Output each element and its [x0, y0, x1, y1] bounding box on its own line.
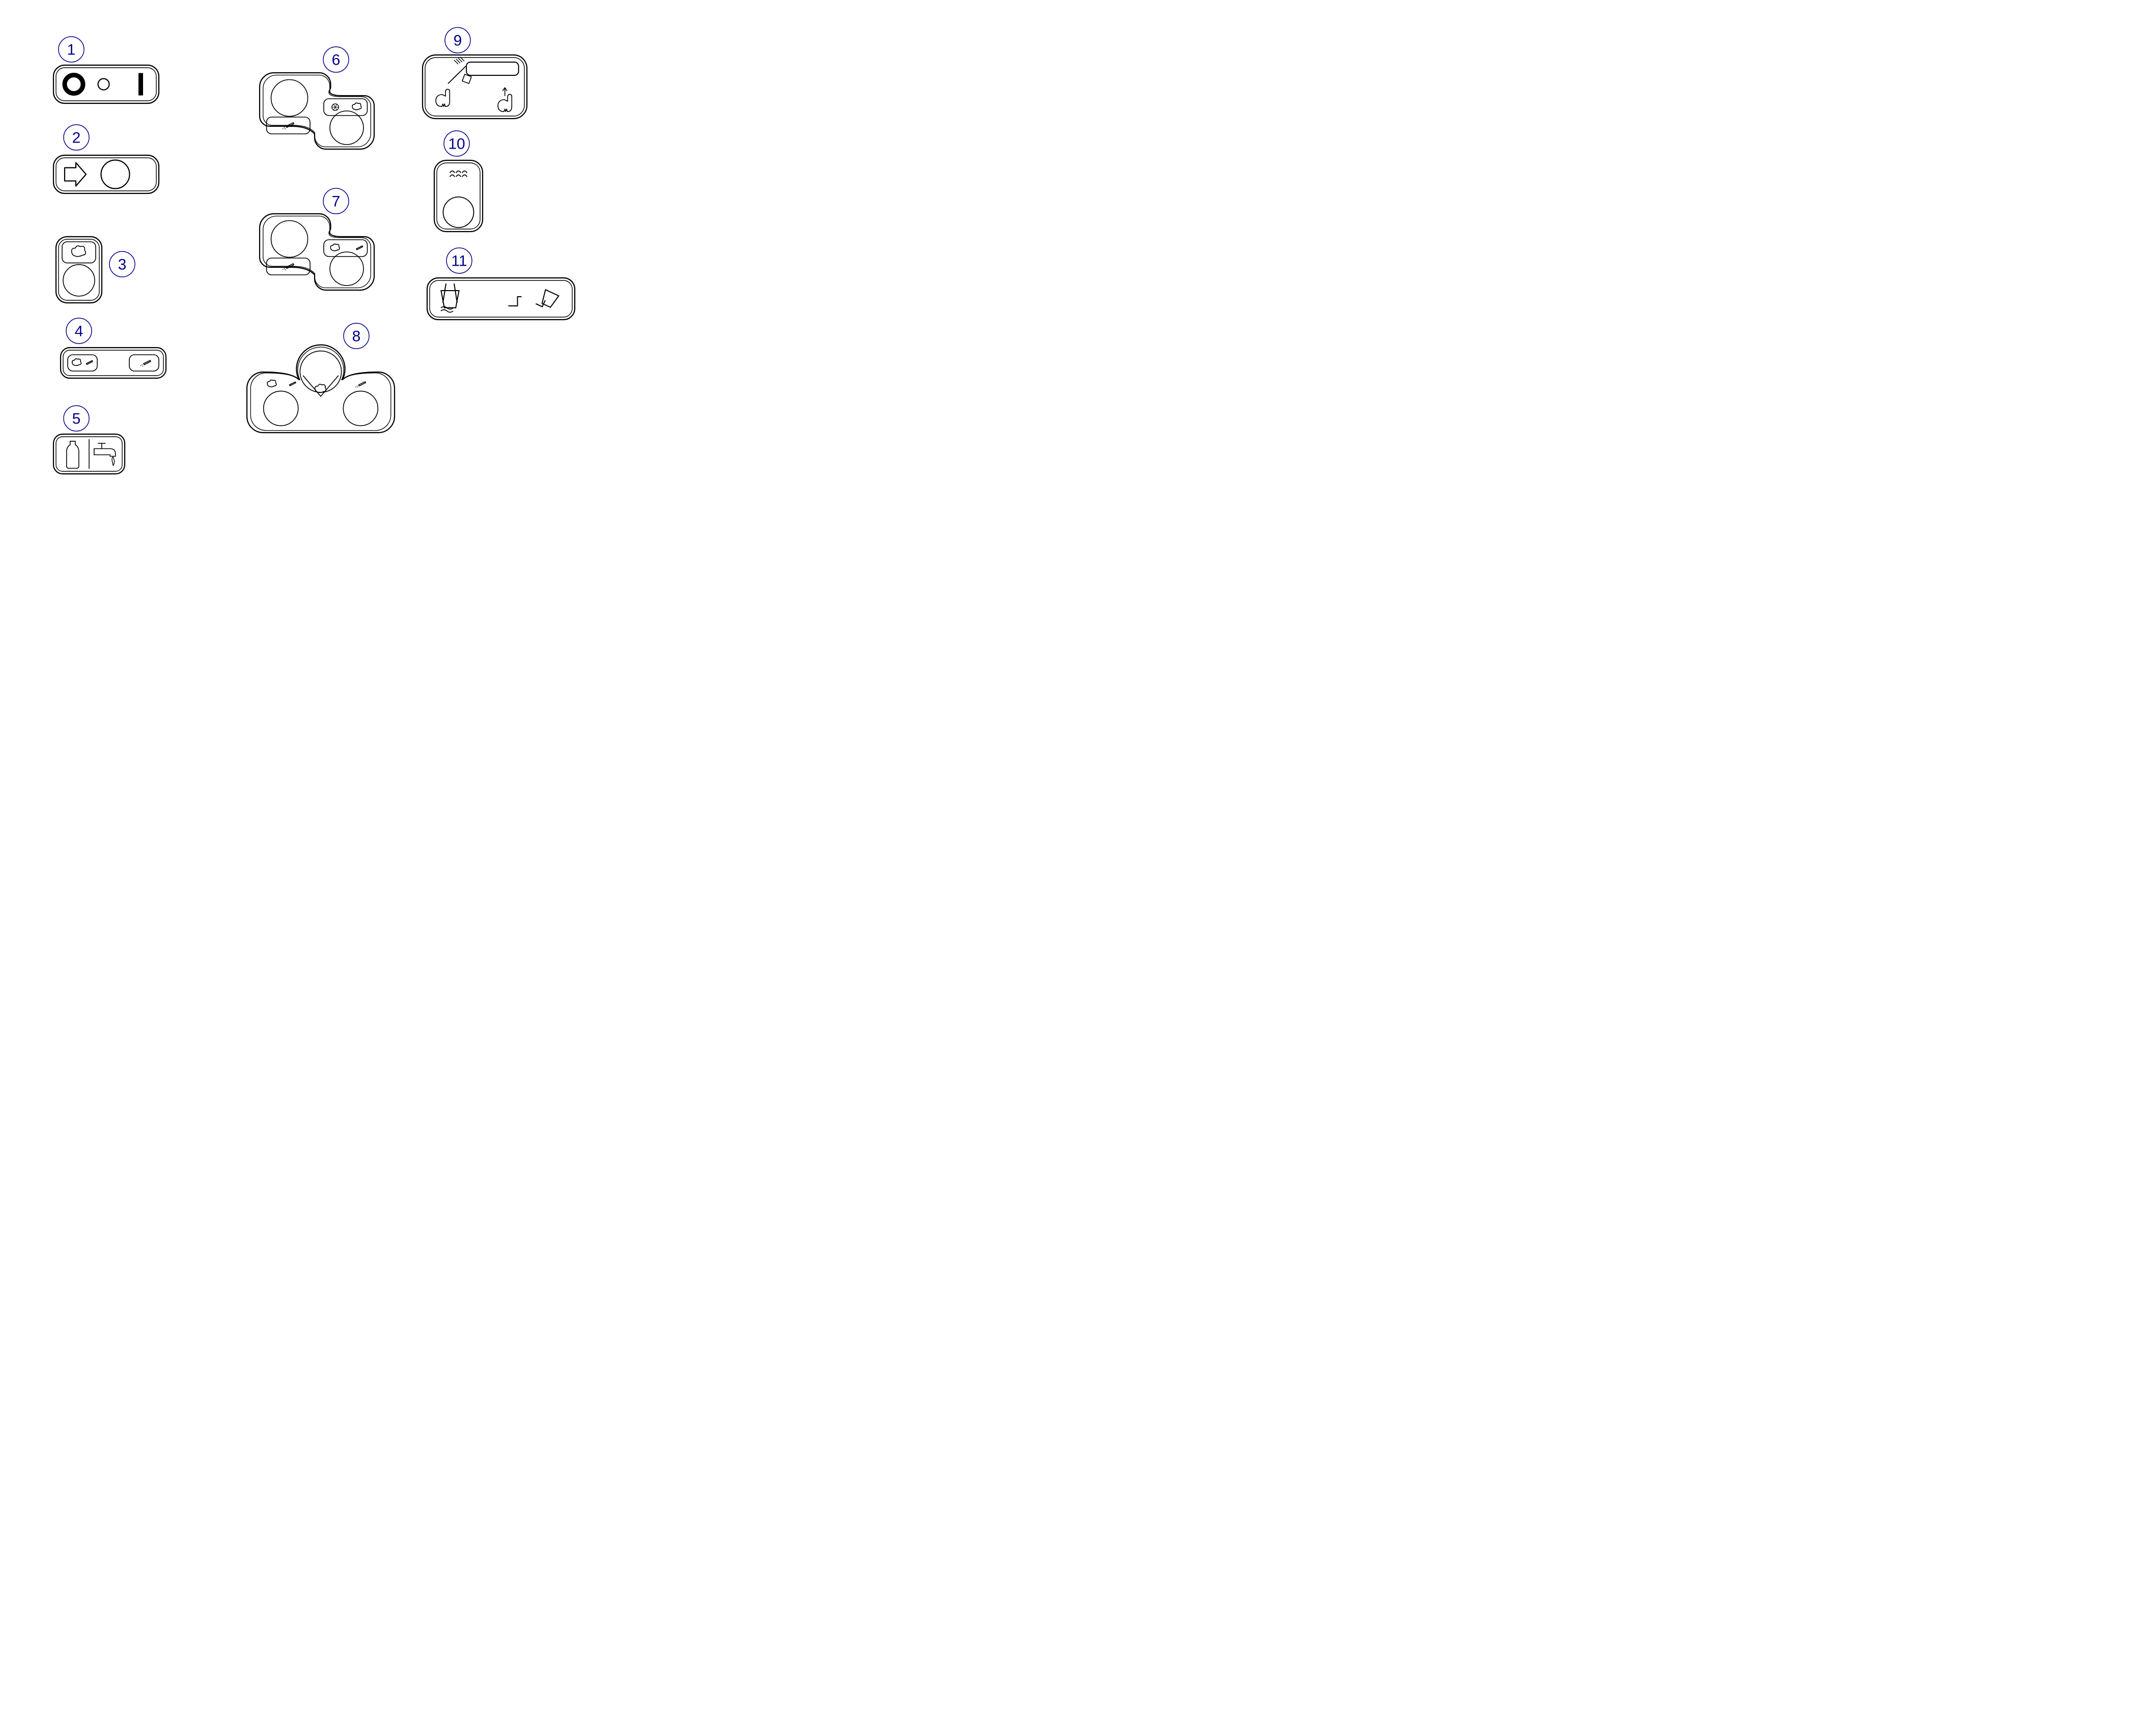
badge-7: 7 — [323, 188, 349, 214]
badge-1-label: 1 — [67, 42, 76, 59]
badge-8-label: 8 — [352, 328, 361, 345]
badge-6-label: 6 — [332, 52, 341, 69]
badge-4-label: 4 — [75, 323, 83, 340]
badge-9-label: 9 — [454, 33, 462, 49]
item-6 — [260, 73, 374, 149]
item-8 — [247, 345, 395, 433]
badge-5: 5 — [64, 406, 89, 431]
item-4 — [61, 348, 166, 378]
item-7 — [260, 214, 374, 290]
badge-2-label: 2 — [72, 130, 81, 147]
item-1 — [53, 65, 159, 103]
badge-2: 2 — [64, 125, 89, 150]
item-9 — [423, 55, 527, 119]
diagram-canvas: 1 2 3 4 5 6 7 8 9 10 11 — [0, 0, 652, 523]
badge-5-label: 5 — [72, 411, 81, 428]
badge-11: 11 — [446, 248, 472, 273]
badge-11-label: 11 — [451, 253, 467, 270]
badge-4: 4 — [66, 318, 92, 344]
badge-10: 10 — [444, 131, 469, 156]
badge-6: 6 — [323, 47, 349, 72]
badge-3-label: 3 — [118, 257, 127, 273]
bar-icon — [138, 73, 143, 96]
badge-3: 3 — [109, 251, 135, 277]
item-5 — [53, 434, 125, 474]
badge-9: 9 — [445, 27, 470, 53]
item-2 — [53, 155, 159, 193]
badge-1: 1 — [59, 37, 84, 62]
item-3 — [56, 237, 102, 303]
item-10 — [434, 160, 483, 232]
badge-8: 8 — [344, 323, 369, 349]
item-11 — [427, 278, 575, 320]
badge-7-label: 7 — [332, 193, 341, 210]
badge-10-label: 10 — [448, 136, 465, 153]
